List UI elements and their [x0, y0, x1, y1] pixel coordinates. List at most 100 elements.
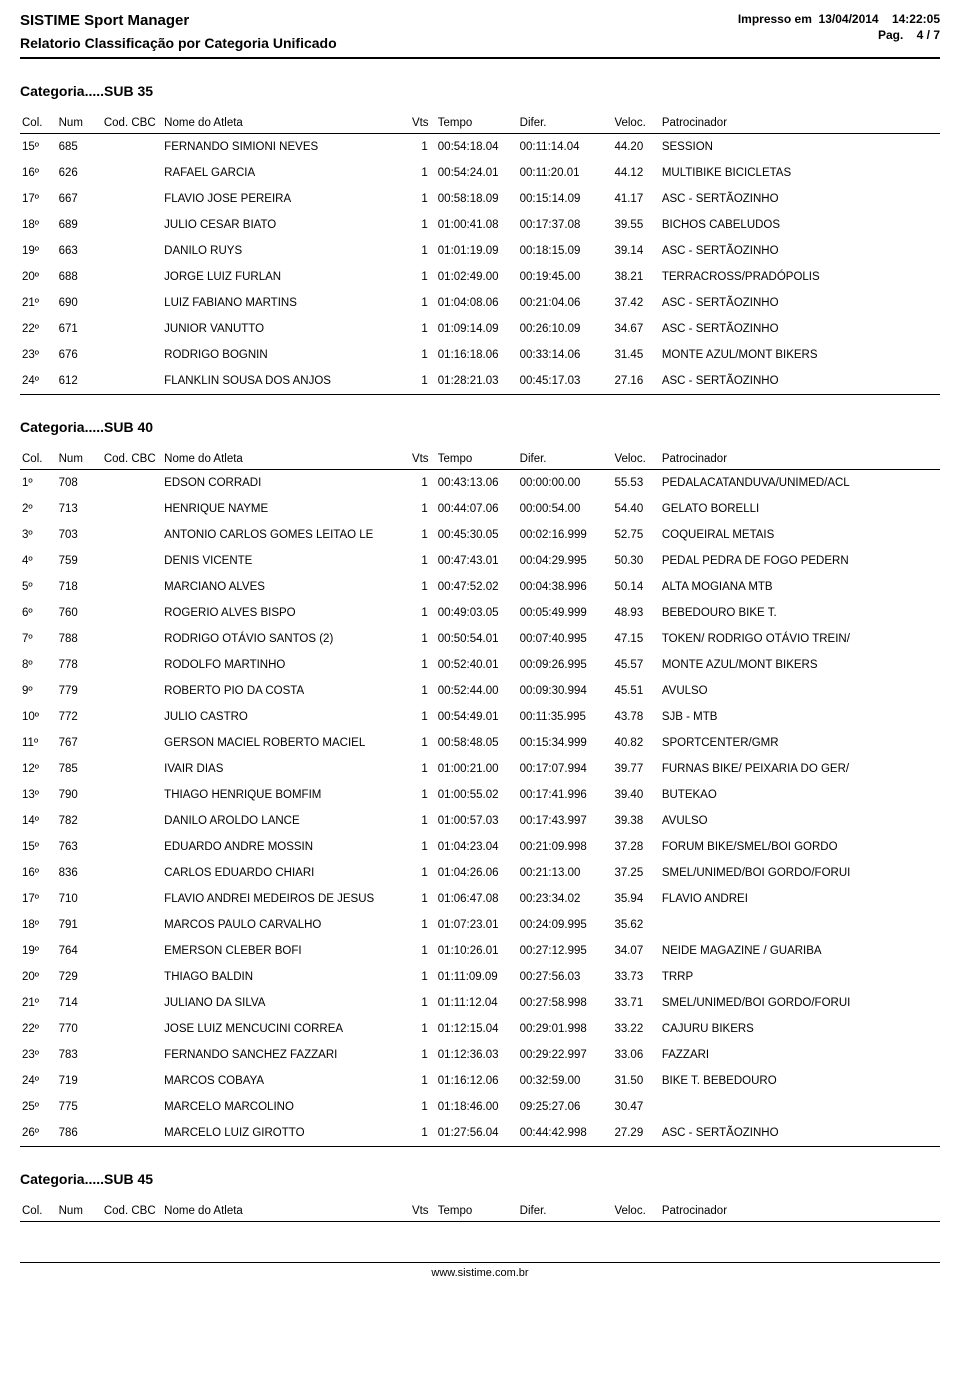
- cell-name: EDUARDO ANDRE MOSSIN: [162, 834, 410, 860]
- col-header-name: Nome do Atleta: [162, 449, 410, 470]
- col-header-pos: Col.: [20, 113, 57, 134]
- col-header-pos: Col.: [20, 449, 57, 470]
- cell-pos: 18º: [20, 912, 57, 938]
- cell-difer: 00:17:43.997: [518, 808, 613, 834]
- cell-difer: 00:27:58.998: [518, 990, 613, 1016]
- cell-pos: 22º: [20, 1016, 57, 1042]
- cell-veloc: 27.16: [612, 368, 659, 395]
- cell-vts: 1: [410, 470, 436, 497]
- table-row: 5º718MARCIANO ALVES100:47:52.0200:04:38.…: [20, 574, 940, 600]
- cell-vts: 1: [410, 938, 436, 964]
- cell-veloc: 31.45: [612, 342, 659, 368]
- table-row: 21º690LUIZ FABIANO MARTINS101:04:08.0600…: [20, 290, 940, 316]
- cell-num: 759: [57, 548, 102, 574]
- cell-patr: MULTIBIKE BICICLETAS: [660, 160, 940, 186]
- cell-name: RAFAEL GARCIA: [162, 160, 410, 186]
- cell-tempo: 01:01:19.09: [436, 238, 518, 264]
- table-row: 4º759DENIS VICENTE100:47:43.0100:04:29.9…: [20, 548, 940, 574]
- cell-name: JULIO CESAR BIATO: [162, 212, 410, 238]
- cell-num: 671: [57, 316, 102, 342]
- cell-patr: CAJURU BIKERS: [660, 1016, 940, 1042]
- cell-name: LUIZ FABIANO MARTINS: [162, 290, 410, 316]
- cell-cbc: [102, 470, 162, 497]
- cell-patr: PEDALACATANDUVA/UNIMED/ACL: [660, 470, 940, 497]
- cell-vts: 1: [410, 600, 436, 626]
- cell-tempo: 01:11:12.04: [436, 990, 518, 1016]
- cell-difer: 00:02:16.999: [518, 522, 613, 548]
- printed-line: Impresso em 13/04/2014 14:22:05: [738, 12, 940, 26]
- cell-tempo: 00:52:40.01: [436, 652, 518, 678]
- cell-vts: 1: [410, 860, 436, 886]
- cell-patr: MONTE AZUL/MONT BIKERS: [660, 342, 940, 368]
- cell-vts: 1: [410, 912, 436, 938]
- cell-pos: 10º: [20, 704, 57, 730]
- cell-patr: AVULSO: [660, 678, 940, 704]
- cell-difer: 00:18:15.09: [518, 238, 613, 264]
- category-block: Categoria.....SUB 35Col.NumCod. CBCNome …: [20, 83, 940, 395]
- cell-tempo: 01:04:26.06: [436, 860, 518, 886]
- cell-veloc: 39.14: [612, 238, 659, 264]
- table-row: 1º708EDSON CORRADI100:43:13.0600:00:00.0…: [20, 470, 940, 497]
- table-row: 15º763EDUARDO ANDRE MOSSIN101:04:23.0400…: [20, 834, 940, 860]
- cell-num: 836: [57, 860, 102, 886]
- cell-tempo: 00:54:49.01: [436, 704, 518, 730]
- cell-tempo: 01:16:18.06: [436, 342, 518, 368]
- cell-cbc: [102, 860, 162, 886]
- cell-veloc: 48.93: [612, 600, 659, 626]
- cell-pos: 7º: [20, 626, 57, 652]
- results-table: Col.NumCod. CBCNome do AtletaVtsTempoDif…: [20, 1201, 940, 1222]
- cell-num: 719: [57, 1068, 102, 1094]
- categories-container: Categoria.....SUB 35Col.NumCod. CBCNome …: [20, 83, 940, 1222]
- cell-pos: 3º: [20, 522, 57, 548]
- cell-vts: 1: [410, 886, 436, 912]
- cell-cbc: [102, 652, 162, 678]
- cell-pos: 25º: [20, 1094, 57, 1120]
- cell-tempo: 01:04:08.06: [436, 290, 518, 316]
- cell-difer: 00:29:01.998: [518, 1016, 613, 1042]
- cell-patr: BEBEDOURO BIKE T.: [660, 600, 940, 626]
- cell-cbc: [102, 522, 162, 548]
- table-row: 13º790THIAGO HENRIQUE BOMFIM101:00:55.02…: [20, 782, 940, 808]
- table-row: 9º779ROBERTO PIO DA COSTA100:52:44.0000:…: [20, 678, 940, 704]
- cell-difer: 00:33:14.06: [518, 342, 613, 368]
- cell-difer: 00:17:41.996: [518, 782, 613, 808]
- cell-veloc: 44.20: [612, 134, 659, 161]
- cell-patr: ASC - SERTÃOZINHO: [660, 368, 940, 395]
- cell-name: RODRIGO BOGNIN: [162, 342, 410, 368]
- cell-pos: 8º: [20, 652, 57, 678]
- cell-num: 764: [57, 938, 102, 964]
- cell-pos: 16º: [20, 160, 57, 186]
- cell-pos: 26º: [20, 1120, 57, 1147]
- cell-pos: 4º: [20, 548, 57, 574]
- table-row: 10º772JULIO CASTRO100:54:49.0100:11:35.9…: [20, 704, 940, 730]
- table-row: 22º671JUNIOR VANUTTO101:09:14.0900:26:10…: [20, 316, 940, 342]
- cell-num: 763: [57, 834, 102, 860]
- cell-vts: 1: [410, 290, 436, 316]
- cell-patr: FURNAS BIKE/ PEIXARIA DO GER/: [660, 756, 940, 782]
- app-title: SISTIME Sport Manager: [20, 12, 337, 29]
- cell-vts: 1: [410, 212, 436, 238]
- cell-difer: 00:04:38.996: [518, 574, 613, 600]
- cell-name: HENRIQUE NAYME: [162, 496, 410, 522]
- cell-difer: 00:24:09.995: [518, 912, 613, 938]
- col-header-cbc: Cod. CBC: [102, 449, 162, 470]
- cell-patr: ASC - SERTÃOZINHO: [660, 186, 940, 212]
- cell-name: THIAGO HENRIQUE BOMFIM: [162, 782, 410, 808]
- cell-difer: 00:19:45.00: [518, 264, 613, 290]
- cell-num: 782: [57, 808, 102, 834]
- cell-num: 612: [57, 368, 102, 395]
- cell-veloc: 34.07: [612, 938, 659, 964]
- cell-pos: 5º: [20, 574, 57, 600]
- cell-patr: BIKE T. BEBEDOURO: [660, 1068, 940, 1094]
- cell-patr: TOKEN/ RODRIGO OTÁVIO TREIN/: [660, 626, 940, 652]
- report-header: SISTIME Sport Manager Relatorio Classifi…: [20, 12, 940, 59]
- col-header-veloc: Veloc.: [612, 449, 659, 470]
- cell-veloc: 43.78: [612, 704, 659, 730]
- table-row: 21º714JULIANO DA SILVA101:11:12.0400:27:…: [20, 990, 940, 1016]
- cell-cbc: [102, 704, 162, 730]
- cell-patr: ALTA MOGIANA MTB: [660, 574, 940, 600]
- col-header-difer: Difer.: [518, 1201, 613, 1222]
- cell-difer: 00:11:35.995: [518, 704, 613, 730]
- cell-tempo: 01:12:36.03: [436, 1042, 518, 1068]
- cell-num: 760: [57, 600, 102, 626]
